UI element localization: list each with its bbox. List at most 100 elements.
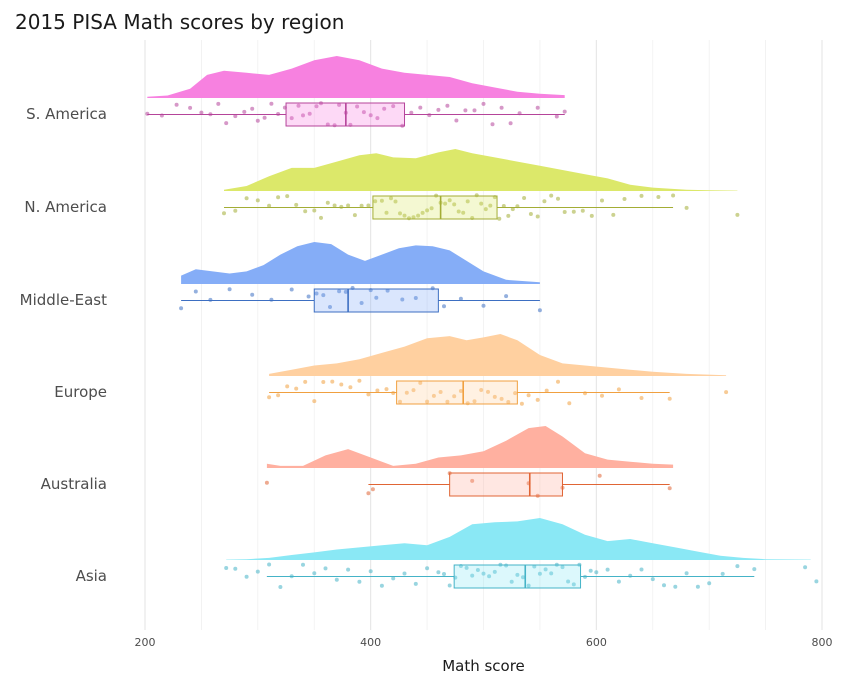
data-point [465, 199, 470, 204]
data-point [431, 393, 436, 398]
data-point [188, 105, 193, 110]
category-label-australia: Australia [41, 475, 107, 493]
data-point [267, 562, 272, 567]
data-point [312, 208, 317, 213]
data-point [458, 296, 463, 301]
data-point [312, 399, 317, 404]
data-point [366, 392, 371, 397]
data-point [400, 297, 405, 302]
data-point [425, 208, 430, 213]
data-point [294, 386, 299, 391]
data-point [244, 574, 249, 579]
data-point [571, 582, 576, 587]
data-point [479, 201, 484, 206]
data-point [222, 211, 226, 216]
data-point [250, 106, 255, 111]
data-point [490, 122, 495, 127]
data-point [366, 491, 371, 496]
data-point [314, 291, 319, 296]
data-point [556, 379, 560, 384]
data-point [628, 573, 633, 578]
data-point [375, 116, 380, 121]
data-point [589, 213, 594, 218]
density-cloud-middle-east [181, 242, 540, 284]
data-point [413, 581, 418, 586]
data-point [452, 394, 457, 399]
category-label-s-america: S. America [26, 105, 107, 123]
density-cloud-australia [266, 426, 674, 468]
data-point [528, 212, 533, 216]
data-point [464, 565, 469, 570]
data-point [481, 303, 486, 308]
data-point [508, 121, 513, 126]
data-point [504, 294, 509, 299]
data-point [416, 213, 421, 218]
data-point [571, 209, 576, 214]
data-point [269, 297, 274, 302]
data-point [296, 103, 301, 108]
data-point [264, 480, 269, 485]
x-axis-title: Math score [442, 657, 525, 675]
data-point [600, 393, 604, 398]
data-point [359, 203, 364, 208]
data-point [427, 113, 432, 118]
data-point [497, 216, 502, 221]
data-point [404, 390, 409, 395]
box-europe [396, 380, 518, 405]
data-point [720, 571, 725, 576]
data-point [294, 202, 299, 207]
data-point [227, 287, 232, 292]
data-point [224, 121, 229, 126]
data-point [472, 108, 477, 113]
data-point [543, 567, 548, 572]
data-point [481, 101, 486, 106]
data-point [445, 399, 450, 404]
data-point [470, 478, 475, 483]
data-point [656, 195, 661, 199]
data-point [312, 571, 317, 576]
data-point [499, 105, 504, 110]
data-point [373, 199, 378, 204]
data-point [332, 203, 337, 208]
data-point [684, 205, 689, 210]
data-point [735, 212, 740, 217]
data-point [735, 564, 740, 569]
data-point [611, 212, 616, 217]
data-point [216, 101, 221, 106]
x-tick-label: 200 [135, 636, 156, 649]
data-point [255, 569, 260, 574]
category-label-n-america: N. America [24, 198, 107, 216]
data-point [442, 304, 446, 309]
data-point [650, 577, 655, 582]
data-point [487, 574, 492, 579]
data-point [483, 207, 488, 212]
data-point [492, 394, 497, 399]
data-point [289, 116, 294, 121]
data-point [285, 384, 290, 389]
data-point [475, 568, 480, 572]
data-point [695, 584, 700, 589]
data-point [544, 388, 549, 393]
data-point [352, 213, 357, 218]
data-point [443, 201, 448, 206]
data-point [616, 387, 621, 392]
data-point [250, 292, 255, 297]
data-point [379, 583, 384, 588]
data-point [278, 585, 283, 589]
data-point [479, 388, 484, 392]
data-point [374, 295, 379, 300]
category-label-europe: Europe [54, 383, 107, 401]
data-point [321, 293, 326, 298]
category-label-asia: Asia [76, 567, 107, 585]
data-point [803, 565, 808, 570]
data-point [355, 104, 360, 109]
data-point [454, 118, 459, 123]
data-point [398, 211, 402, 216]
data-point [488, 203, 493, 208]
data-point [208, 297, 213, 302]
data-point [639, 193, 644, 198]
data-point [339, 382, 344, 387]
data-point [398, 399, 402, 404]
data-point [145, 111, 150, 116]
data-point [370, 487, 375, 492]
